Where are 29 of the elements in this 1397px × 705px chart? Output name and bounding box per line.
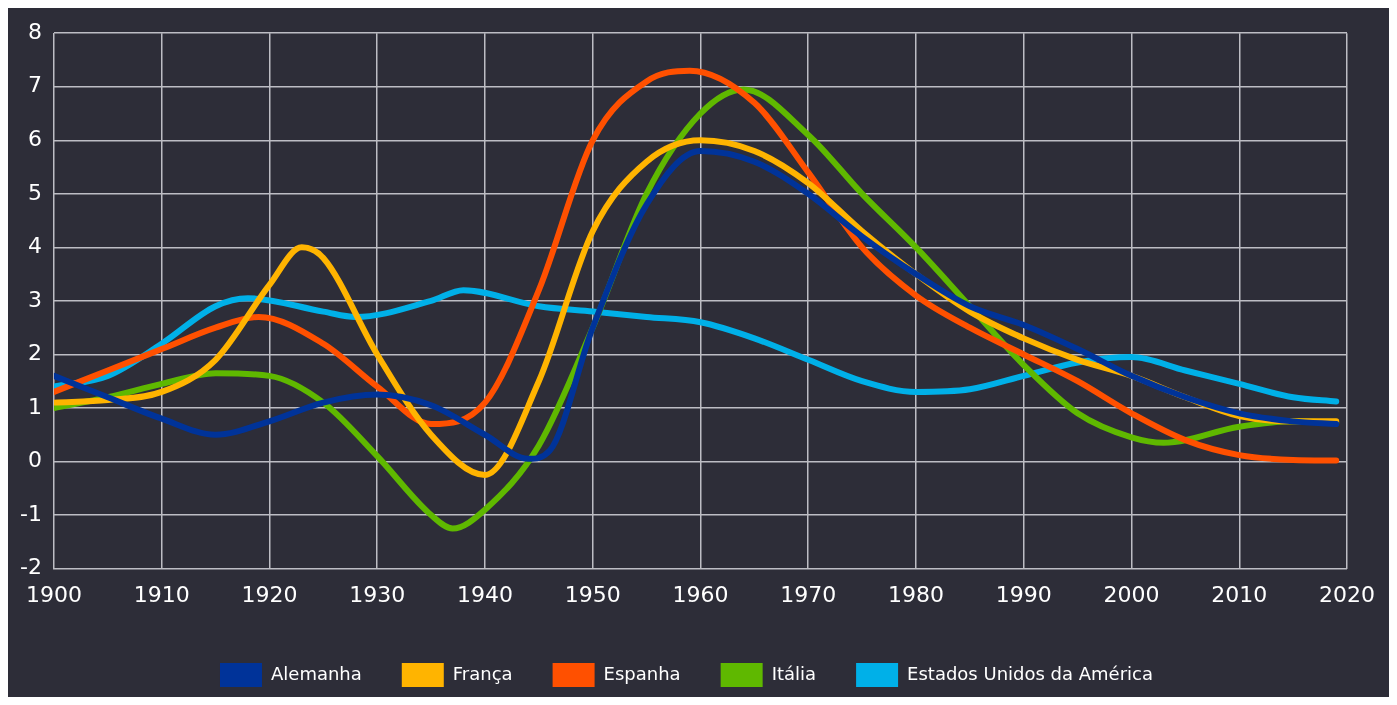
x-tick-label: 2000 xyxy=(1103,581,1160,607)
x-tick-label: 1960 xyxy=(672,581,729,607)
legend-label: Estados Unidos da América xyxy=(907,662,1154,684)
legend-label: França xyxy=(452,662,513,684)
y-tick-label: -1 xyxy=(20,500,42,526)
y-tick-label: 4 xyxy=(27,233,42,259)
x-tick-label: 1900 xyxy=(25,581,82,607)
x-tick-label: 1910 xyxy=(133,581,190,607)
y-tick-label: 6 xyxy=(27,126,42,151)
y-tick-label: 1 xyxy=(27,393,42,419)
x-tick-label: 1920 xyxy=(241,581,298,607)
x-tick-label: 1980 xyxy=(887,581,944,607)
y-tick-label: 2 xyxy=(27,340,42,366)
y-tick-label: 7 xyxy=(27,72,42,98)
y-tick-label: -2 xyxy=(20,554,42,580)
x-tick-label: 1990 xyxy=(995,581,1052,607)
y-tick-label: 0 xyxy=(27,447,42,473)
legend-label: Alemanha xyxy=(270,662,362,684)
x-tick-label: 1940 xyxy=(456,581,513,607)
x-tick-label: 1950 xyxy=(564,581,621,607)
x-tick-label: 1970 xyxy=(780,581,837,607)
y-tick-label: 5 xyxy=(27,179,42,205)
legend-label: Itália xyxy=(771,662,817,684)
x-tick-label: 2020 xyxy=(1319,581,1376,607)
y-tick-label: 8 xyxy=(27,18,42,44)
y-tick-label: 3 xyxy=(27,286,42,312)
legend-label: Espanha xyxy=(603,662,681,684)
x-tick-label: 1930 xyxy=(349,581,406,607)
x-tick-label: 2010 xyxy=(1211,581,1268,607)
